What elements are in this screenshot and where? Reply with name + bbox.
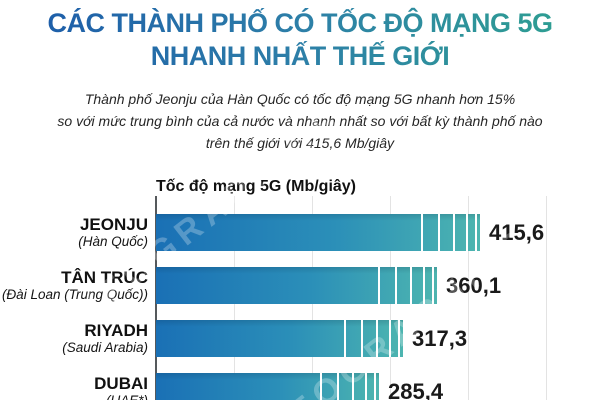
- city-region: (UAE*): [94, 393, 148, 400]
- bar-segment-gap: [395, 267, 397, 304]
- bar-segment-gap: [438, 214, 440, 251]
- value-label: 360,1: [446, 273, 502, 298]
- bar-segment-gap: [344, 320, 346, 357]
- bar-segment-gap: [337, 373, 339, 400]
- category-label: JEONJU (Hàn Quốc): [78, 214, 148, 251]
- bar-segment-gap: [432, 267, 434, 304]
- bar-tan-truc: [156, 267, 437, 304]
- bar-jeonju: [156, 214, 480, 251]
- gridline: [468, 196, 469, 400]
- page-title: CÁC THÀNH PHỐ CÓ TỐC ĐỘ MẠNG 5G NHANH NH…: [0, 7, 600, 73]
- bar-segment-gap: [389, 320, 391, 357]
- bar-dubai: [156, 373, 379, 400]
- bar-segment-gap: [398, 320, 400, 357]
- bar-segment-gap: [466, 214, 468, 251]
- bar-segment-gap: [378, 267, 380, 304]
- category-label: DUBAI (UAE*): [94, 373, 148, 400]
- bar-segment-gap: [374, 373, 376, 400]
- category-label: RIYADH (Saudi Arabia): [62, 320, 148, 357]
- city-region: (Saudi Arabia): [62, 340, 148, 355]
- bar-segment-gap: [365, 373, 367, 400]
- city-name: RIYADH: [84, 321, 148, 340]
- bar-segment-gap: [475, 214, 477, 251]
- bar-chart: JEONJU (Hàn Quốc) 415,6 TÂN TRÚC (Đài Lo…: [0, 99, 600, 400]
- city-name: JEONJU: [79, 215, 148, 234]
- value-label: 317,3: [412, 326, 468, 351]
- category-label: TÂN TRÚC (Đài Loan (Trung Quốc)): [2, 267, 148, 304]
- city-region: (Hàn Quốc): [78, 234, 148, 249]
- city-name: DUBAI: [94, 374, 148, 393]
- bar-segment-gap: [320, 373, 322, 400]
- bar-riyadh: [156, 320, 403, 357]
- bar-segment-gap: [421, 214, 423, 251]
- bar-segment-gap: [423, 267, 425, 304]
- bar-segment-gap: [376, 320, 378, 357]
- bar-segment-gap: [361, 320, 363, 357]
- page-title-line1: CÁC THÀNH PHỐ CÓ TỐC ĐỘ MẠNG 5G: [47, 8, 553, 38]
- city-name: TÂN TRÚC: [61, 268, 148, 287]
- city-region: (Đài Loan (Trung Quốc)): [1, 287, 148, 302]
- chart-title: Tốc độ mạng 5G (Mb/giây): [156, 178, 357, 195]
- gridline: [546, 196, 547, 400]
- value-label: 285,4: [388, 379, 444, 400]
- bar-segment-gap: [453, 214, 455, 251]
- value-label: 415,6: [489, 220, 545, 245]
- bar-segment-gap: [352, 373, 354, 400]
- subtitle-text: Thành phố Jeonju của Hàn Quốc có tốc độ …: [57, 91, 543, 151]
- page-title-line2: NHANH NHẤT THẾ GIỚI: [150, 41, 450, 71]
- bar-segment-gap: [410, 267, 412, 304]
